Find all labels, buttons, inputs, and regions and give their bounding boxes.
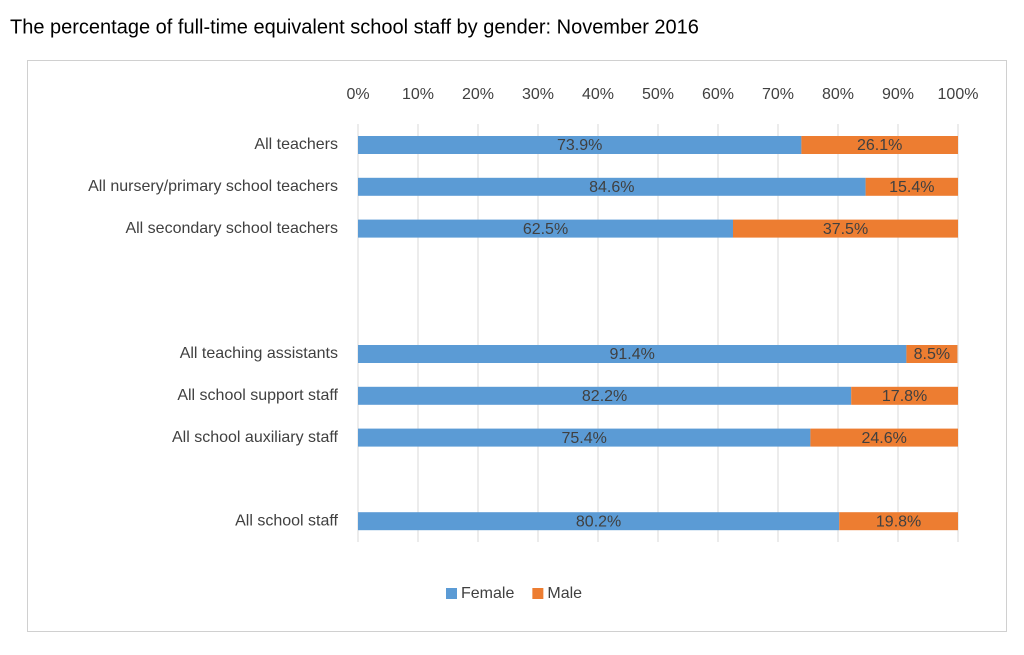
data-label: 75.4% xyxy=(562,430,607,447)
legend-label: Male xyxy=(547,585,582,602)
bar-segment xyxy=(358,345,907,363)
x-tick-label: 80% xyxy=(822,86,854,103)
x-tick-label: 0% xyxy=(346,86,369,103)
bar-segment xyxy=(358,428,811,447)
data-label: 26.1% xyxy=(857,137,902,154)
bar-segment xyxy=(851,386,958,405)
chart-title: The percentage of full-time equivalent s… xyxy=(10,16,699,38)
legend-swatch xyxy=(532,588,544,599)
x-tick-label: 10% xyxy=(402,86,434,103)
chart-frame xyxy=(27,60,1007,632)
bar-segment xyxy=(801,136,958,154)
data-label: 62.5% xyxy=(523,221,568,238)
x-tick-label: 40% xyxy=(582,86,614,103)
bar-segment xyxy=(358,386,852,405)
data-label: 19.8% xyxy=(876,513,921,530)
x-tick-label: 50% xyxy=(642,86,674,103)
data-label: 15.4% xyxy=(889,179,934,196)
bar-segment xyxy=(358,177,866,196)
bar-segment xyxy=(358,219,733,238)
y-tick-label: All secondary school teachers xyxy=(125,220,338,237)
data-label: 37.5% xyxy=(823,221,868,238)
data-label: 24.6% xyxy=(862,430,907,447)
data-label: 73.9% xyxy=(557,137,602,154)
y-tick-label: All school auxiliary staff xyxy=(172,429,339,446)
data-label: 17.8% xyxy=(882,388,927,405)
bar-segment xyxy=(865,177,958,196)
y-tick-label: All teachers xyxy=(254,136,338,153)
x-tick-label: 70% xyxy=(762,86,794,103)
x-tick-label: 30% xyxy=(522,86,554,103)
data-label: 80.2% xyxy=(576,513,621,530)
y-tick-label: All nursery/primary school teachers xyxy=(88,178,338,195)
data-label: 91.4% xyxy=(610,346,655,363)
bar-segment xyxy=(906,345,958,363)
bar-segment xyxy=(733,219,958,238)
x-tick-label: 60% xyxy=(702,86,734,103)
x-tick-label: 100% xyxy=(938,86,979,103)
bar-segment xyxy=(810,428,958,447)
legend-label: Female xyxy=(461,585,514,602)
data-label: 8.5% xyxy=(914,346,950,363)
y-tick-label: All school staff xyxy=(235,512,338,529)
y-tick-label: All school support staff xyxy=(177,387,338,404)
x-tick-label: 90% xyxy=(882,86,914,103)
bar-segment xyxy=(839,512,958,531)
data-label: 82.2% xyxy=(582,388,627,405)
x-tick-label: 20% xyxy=(462,86,494,103)
data-label: 84.6% xyxy=(589,179,634,196)
bar-segment xyxy=(358,512,840,531)
bar-segment xyxy=(358,136,802,154)
y-tick-label: All teaching assistants xyxy=(180,345,338,362)
legend-swatch xyxy=(446,588,457,599)
